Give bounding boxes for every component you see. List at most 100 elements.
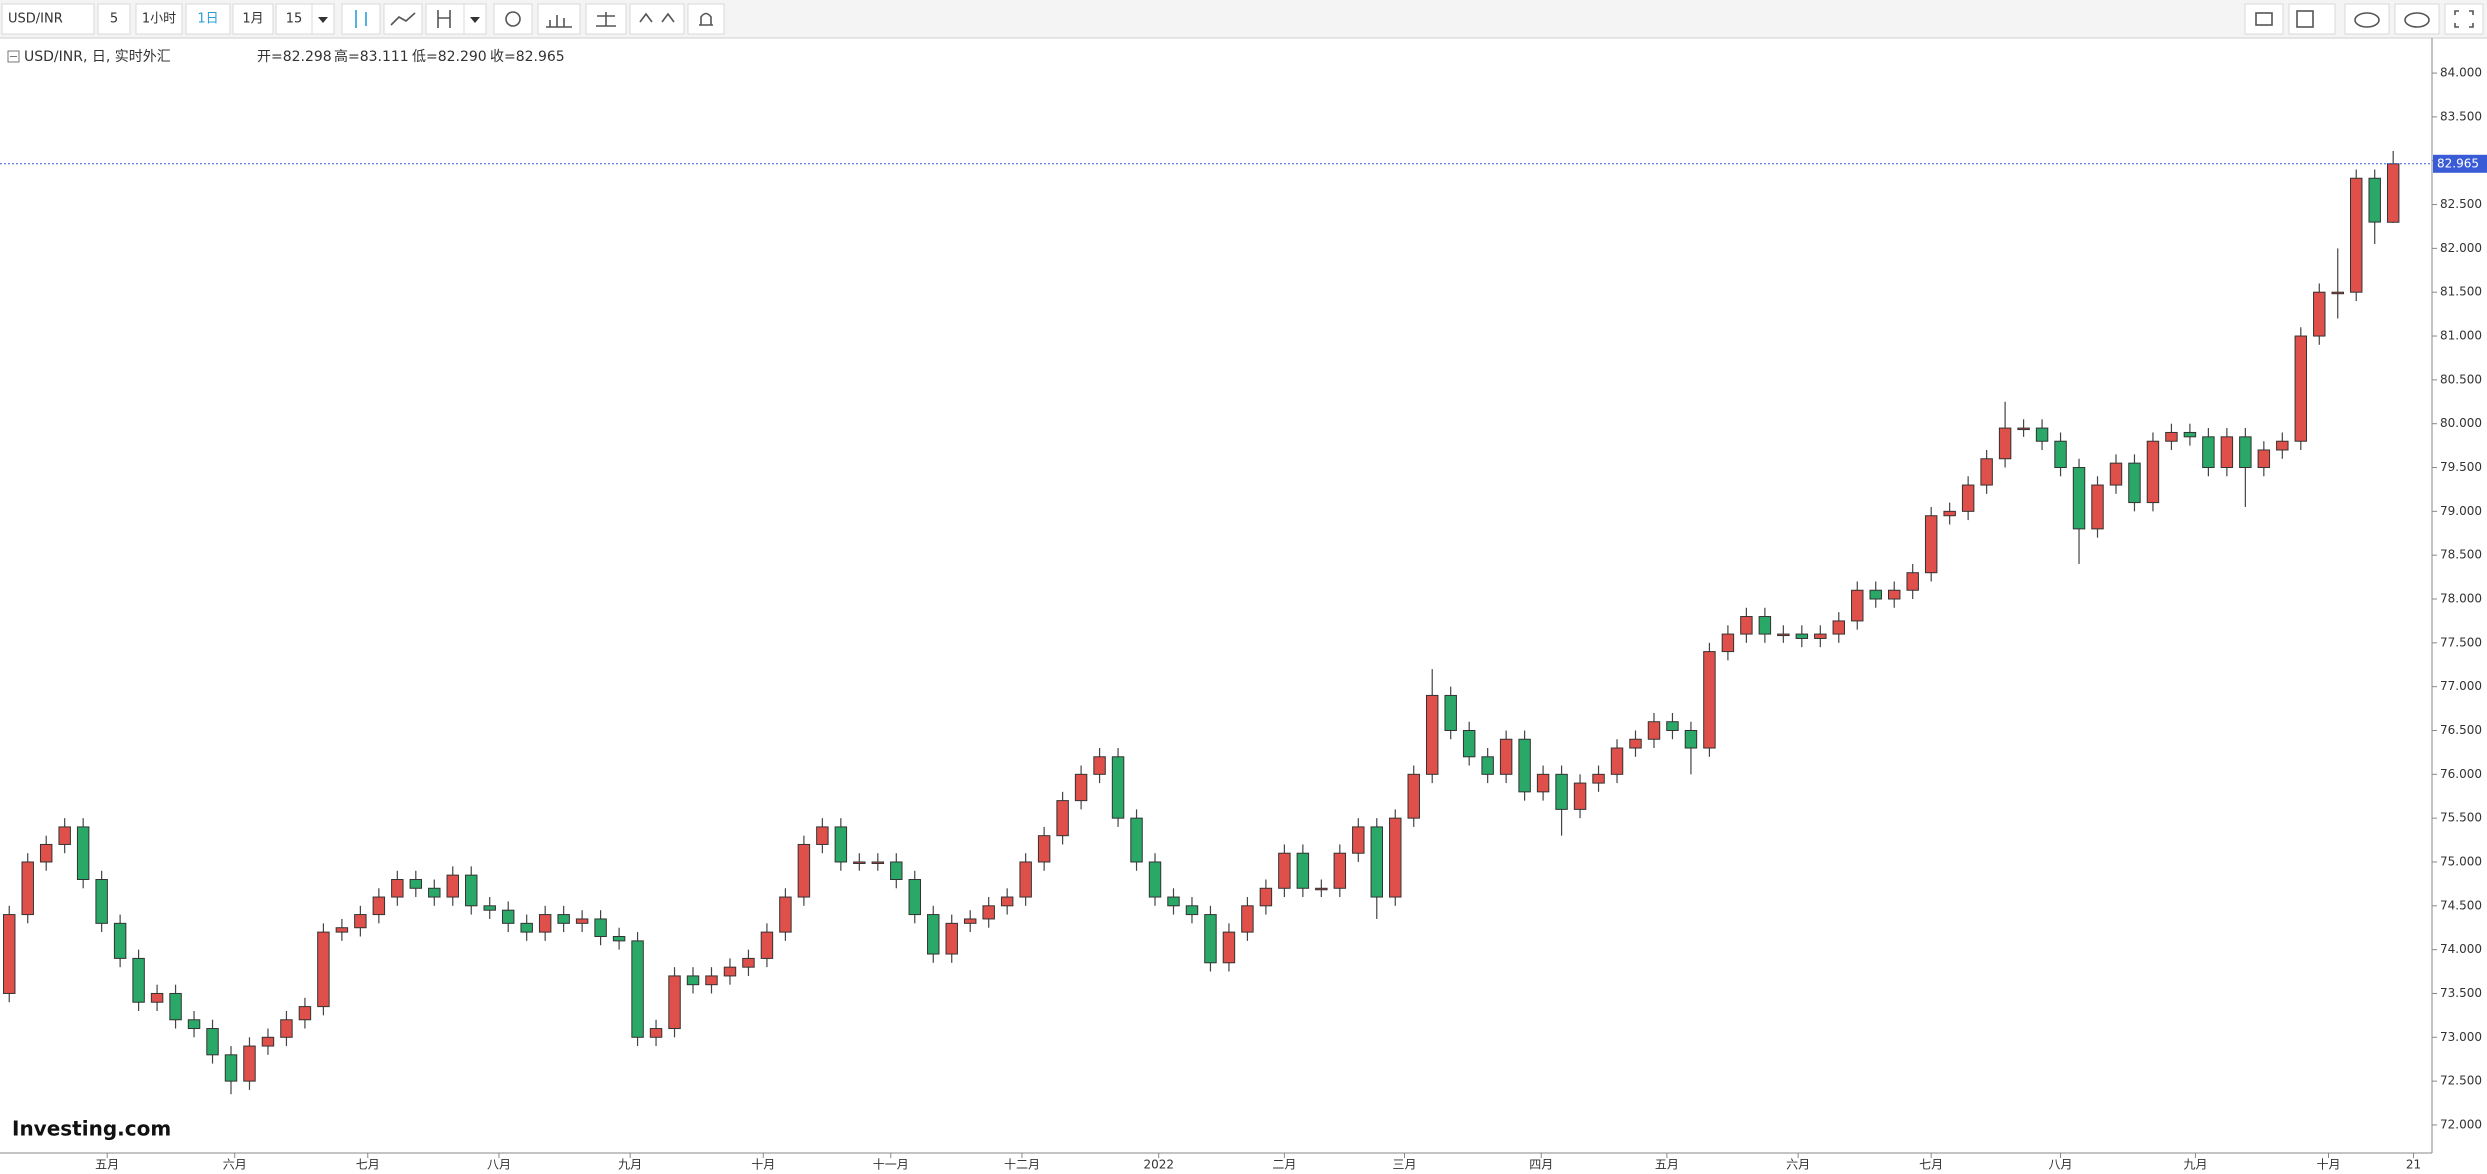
interval-button[interactable] (135, 3, 183, 35)
candle-body (1204, 914, 1217, 964)
cloud-load-button[interactable] (2344, 3, 2390, 35)
candle-body (1924, 515, 1938, 574)
candle-body (612, 935, 626, 942)
candle-body (1998, 427, 2012, 460)
candle-body (520, 922, 533, 933)
interval-button[interactable] (185, 3, 231, 35)
candle-body (169, 992, 182, 1021)
candle-body (1906, 572, 1919, 591)
y-tick-label: 84.000 (2440, 66, 2482, 80)
candle-body (1555, 773, 1568, 810)
candle-body (1259, 887, 1273, 907)
y-tick-label: 79.500 (2440, 460, 2482, 474)
candle-body (1721, 633, 1735, 653)
cloud-save-button[interactable] (2394, 3, 2440, 35)
candle-body (2165, 431, 2178, 442)
chart-type-icons (341, 3, 2484, 35)
camera-button[interactable] (2244, 3, 2284, 35)
icon (2354, 12, 2380, 28)
candle-body (428, 887, 441, 898)
y-tick-label: 76.000 (2440, 767, 2482, 781)
alert-button[interactable] (687, 3, 725, 35)
x-tick-label: 21 (2406, 1158, 2421, 1172)
interval-button[interactable] (275, 3, 313, 35)
legend-title: USD/INR, 日, 实时外汇 (24, 49, 171, 65)
x-tick-label: 七月 (356, 1158, 380, 1172)
candle-body (187, 1019, 201, 1030)
candle-body (945, 922, 958, 955)
undo-redo[interactable] (629, 3, 685, 35)
candle-body (1222, 931, 1236, 964)
x-tick-label: 四月 (1529, 1158, 1553, 1172)
y-tick-label: 78.500 (2440, 548, 2482, 562)
candle-body (1185, 905, 1199, 916)
candle-body (2109, 462, 2123, 486)
candle-body (2183, 431, 2197, 438)
candle-body (649, 1028, 663, 1038)
candle-body (1887, 589, 1901, 600)
y-tick-label: 80.500 (2440, 372, 2482, 386)
x-tick-label: 八月 (487, 1158, 511, 1172)
indicators-button[interactable] (537, 3, 581, 35)
candle-body (1647, 721, 1661, 740)
candle-body (1241, 905, 1254, 933)
interval-text: 15 (286, 12, 303, 27)
candle-body (21, 861, 34, 916)
icon (639, 12, 675, 23)
candle-body (1352, 826, 1365, 854)
draw-button[interactable] (425, 3, 465, 35)
candle-body (1869, 589, 1882, 600)
candle-body (2294, 335, 2308, 442)
symbol-input[interactable] (1, 3, 95, 35)
x-tick-label: 三月 (1392, 1158, 1416, 1172)
candle-button[interactable] (341, 3, 381, 35)
candle-body (1444, 694, 1457, 731)
candle-body (95, 879, 108, 924)
candle-body (1610, 747, 1624, 775)
candle-body (465, 874, 478, 907)
candle-body (1296, 852, 1310, 889)
interval-button[interactable] (232, 3, 274, 35)
collapse-toggle[interactable] (7, 50, 20, 63)
settings-button[interactable] (493, 3, 533, 35)
fullscreen-button[interactable] (2444, 3, 2484, 35)
candle-body (3, 914, 16, 994)
candle-body (1518, 738, 1531, 793)
y-tick-label: 74.000 (2440, 942, 2482, 956)
candle-body (2331, 291, 2344, 295)
candle-body (2386, 163, 2400, 223)
y-tick-label: 80.000 (2440, 416, 2482, 430)
x-tick-label: 九月 (2183, 1158, 2207, 1172)
last-price-label: 82.965 (2437, 156, 2479, 170)
candle-body (1592, 773, 1605, 784)
candle-body (927, 914, 940, 955)
candle-body (834, 826, 848, 863)
dropdown-arrow (470, 17, 480, 23)
candle-body (2257, 449, 2271, 469)
y-tick-label: 72.000 (2440, 1117, 2482, 1131)
quantity-input[interactable] (97, 3, 131, 35)
candle-body (280, 1019, 293, 1038)
candle-body (871, 861, 885, 864)
layout-button[interactable] (2288, 3, 2336, 35)
x-tick-label: 九月 (618, 1158, 642, 1172)
candle-body (2146, 440, 2160, 504)
candle-body (1074, 773, 1088, 802)
legend-close: 收=82.965 (490, 49, 565, 65)
candle-body (2368, 177, 2381, 223)
candle-body (1148, 861, 1162, 898)
icon (437, 10, 451, 28)
candle-body (1703, 651, 1716, 749)
candle-body (2313, 291, 2326, 337)
x-tick-label: 十月 (751, 1158, 775, 1172)
candle-body (446, 874, 459, 898)
candle-body (1000, 896, 1014, 907)
candle-body (150, 992, 164, 1003)
x-tick-label: 2022 (1143, 1158, 1174, 1172)
y-tick-label: 75.000 (2440, 854, 2482, 868)
last-price-tag (2433, 154, 2487, 173)
candle-body (483, 905, 496, 911)
legend-open: 开=82.298 (257, 49, 332, 65)
icon (699, 12, 713, 26)
